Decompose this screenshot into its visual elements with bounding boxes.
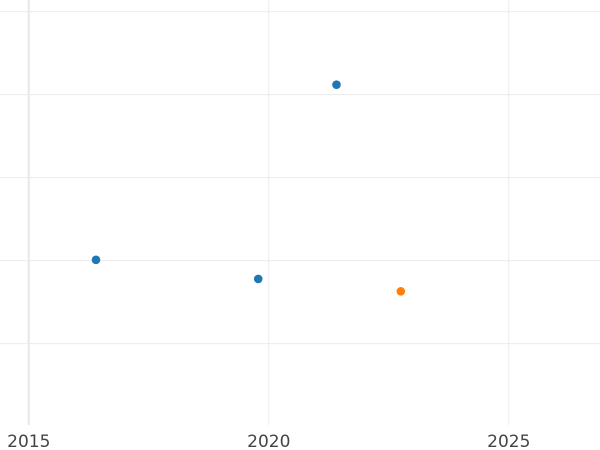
grid <box>0 0 600 425</box>
data-point <box>396 287 406 296</box>
x-tick-label: 2020 <box>247 432 290 450</box>
x-axis-ticks: 2015 2020 2025 <box>7 432 530 450</box>
x-tick-label: 2015 <box>7 432 50 450</box>
data-points <box>91 80 406 296</box>
x-tick-label: 2025 <box>487 432 530 450</box>
data-point <box>91 255 101 265</box>
data-point <box>332 80 341 89</box>
data-point <box>253 274 263 284</box>
